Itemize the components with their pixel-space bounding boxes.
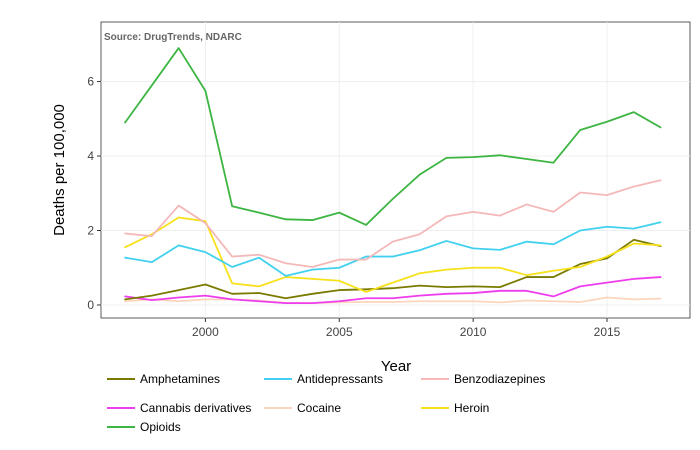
series-lines bbox=[124, 47, 662, 305]
legend-label: Antidepressants bbox=[297, 372, 383, 386]
plot-panel bbox=[100, 21, 691, 319]
legend-label: Cocaine bbox=[297, 401, 341, 415]
x-axis-ticks: 2000 2005 2010 2015 bbox=[192, 318, 621, 339]
series-line-opioids bbox=[124, 47, 662, 226]
legend-label: Opioids bbox=[140, 420, 181, 434]
x-tick-label: 2010 bbox=[460, 325, 487, 339]
series-line-cannabis-derivatives bbox=[124, 276, 662, 305]
y-tick-label: 4 bbox=[87, 149, 94, 163]
y-tick-label: 2 bbox=[87, 224, 94, 238]
series-line-cocaine bbox=[124, 296, 662, 305]
legend-label: Heroin bbox=[454, 401, 489, 415]
series-line-benzodiazepines bbox=[124, 179, 662, 268]
x-tick-label: 2005 bbox=[326, 325, 353, 339]
series-line-heroin bbox=[124, 216, 662, 293]
legend-item-heroin: Heroin bbox=[421, 401, 489, 415]
y-tick-label: 0 bbox=[87, 298, 94, 312]
legend-label: Amphetamines bbox=[140, 372, 220, 386]
y-axis-ticks: 0 2 4 6 bbox=[87, 75, 101, 312]
x-tick-label: 2000 bbox=[192, 325, 219, 339]
legend: Amphetamines Antidepressants Benzodiazepin… bbox=[107, 372, 545, 434]
source-annotation: Source: DrugTrends, NDARC bbox=[104, 32, 242, 43]
x-tick-label: 2015 bbox=[594, 325, 621, 339]
legend-item-amphetamines: Amphetamines bbox=[107, 372, 220, 386]
y-axis-label: Deaths per 100,000 bbox=[51, 104, 68, 236]
legend-item-cocaine: Cocaine bbox=[264, 401, 341, 415]
legend-item-cannabis-derivatives: Cannabis derivatives bbox=[107, 401, 251, 415]
x-axis-label: Year bbox=[381, 358, 411, 375]
legend-item-opioids: Opioids bbox=[107, 420, 181, 434]
legend-item-benzodiazepines: Benzodiazepines bbox=[421, 372, 545, 386]
series-line-antidepressants bbox=[124, 221, 662, 277]
legend-label: Benzodiazepines bbox=[454, 372, 545, 386]
legend-label: Cannabis derivatives bbox=[140, 401, 251, 415]
y-tick-label: 6 bbox=[87, 75, 94, 89]
grid-lines bbox=[101, 22, 690, 318]
legend-item-antidepressants: Antidepressants bbox=[264, 372, 383, 386]
